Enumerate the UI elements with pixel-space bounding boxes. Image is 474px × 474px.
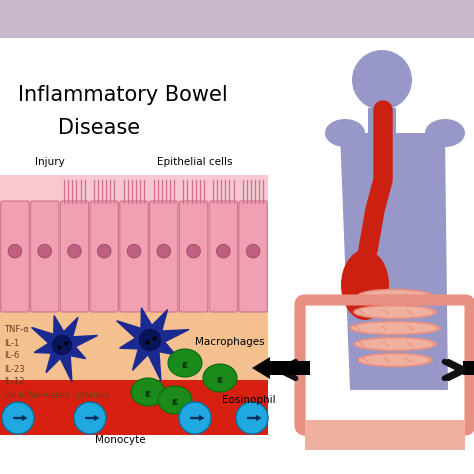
Ellipse shape	[358, 354, 432, 366]
Bar	[0, 380, 268, 435]
Ellipse shape	[425, 119, 465, 147]
Text: TNF-α: TNF-α	[4, 326, 29, 335]
Ellipse shape	[350, 321, 440, 335]
Circle shape	[246, 244, 260, 258]
Text: Epithelial cells: Epithelial cells	[157, 157, 233, 167]
Ellipse shape	[341, 250, 389, 320]
FancyBboxPatch shape	[60, 201, 89, 312]
Circle shape	[187, 244, 201, 258]
FancyArrow shape	[247, 415, 262, 421]
Circle shape	[68, 244, 81, 258]
Circle shape	[236, 402, 268, 434]
Bar	[0, 310, 268, 380]
Circle shape	[139, 329, 161, 351]
Circle shape	[352, 50, 412, 110]
Text: ε: ε	[182, 360, 188, 370]
Text: ε: ε	[172, 397, 178, 407]
Text: ε: ε	[217, 375, 223, 385]
Text: Monocyte: Monocyte	[95, 435, 146, 445]
FancyBboxPatch shape	[120, 201, 148, 312]
FancyBboxPatch shape	[239, 201, 267, 312]
Ellipse shape	[358, 290, 432, 302]
Polygon shape	[340, 133, 448, 390]
Bar	[463, 361, 474, 375]
Ellipse shape	[325, 119, 365, 147]
Polygon shape	[117, 308, 189, 381]
FancyArrow shape	[252, 357, 308, 379]
Text: Disease: Disease	[58, 118, 140, 138]
Text: IL-12: IL-12	[4, 377, 25, 386]
FancyArrow shape	[85, 415, 100, 421]
Ellipse shape	[158, 386, 192, 414]
Bar	[0, 0, 474, 38]
Text: IL-6: IL-6	[4, 352, 19, 361]
FancyBboxPatch shape	[0, 201, 29, 312]
Bar	[368, 108, 396, 133]
Circle shape	[127, 244, 141, 258]
FancyBboxPatch shape	[150, 201, 178, 312]
Bar	[270, 361, 310, 375]
Ellipse shape	[131, 378, 165, 406]
Text: IL-1: IL-1	[4, 338, 19, 347]
Circle shape	[8, 244, 22, 258]
FancyBboxPatch shape	[30, 201, 59, 312]
Text: ε: ε	[145, 389, 151, 399]
Text: IL-23: IL-23	[4, 365, 25, 374]
FancyArrow shape	[190, 415, 205, 421]
Text: Injury: Injury	[35, 157, 65, 167]
Ellipse shape	[168, 349, 202, 377]
Circle shape	[38, 244, 52, 258]
Polygon shape	[345, 248, 385, 318]
Text: Inflammatory Bowel: Inflammatory Bowel	[18, 85, 228, 105]
Circle shape	[217, 244, 230, 258]
Polygon shape	[31, 316, 98, 382]
FancyArrow shape	[465, 357, 474, 379]
Text: Eosinophil: Eosinophil	[222, 395, 275, 405]
Ellipse shape	[354, 306, 436, 319]
Circle shape	[179, 402, 211, 434]
FancyBboxPatch shape	[209, 201, 237, 312]
Bar	[0, 175, 268, 310]
Circle shape	[2, 402, 34, 434]
Bar	[305, 420, 465, 450]
FancyBboxPatch shape	[179, 201, 208, 312]
FancyBboxPatch shape	[90, 201, 118, 312]
Circle shape	[74, 402, 106, 434]
Text: Macrophages: Macrophages	[195, 337, 264, 347]
Text: Pro-Inflammatory cytokines: Pro-Inflammatory cytokines	[4, 391, 109, 400]
Circle shape	[97, 244, 111, 258]
Ellipse shape	[203, 364, 237, 392]
Circle shape	[157, 244, 171, 258]
Circle shape	[52, 335, 72, 355]
FancyArrow shape	[13, 415, 27, 421]
Ellipse shape	[354, 337, 436, 350]
